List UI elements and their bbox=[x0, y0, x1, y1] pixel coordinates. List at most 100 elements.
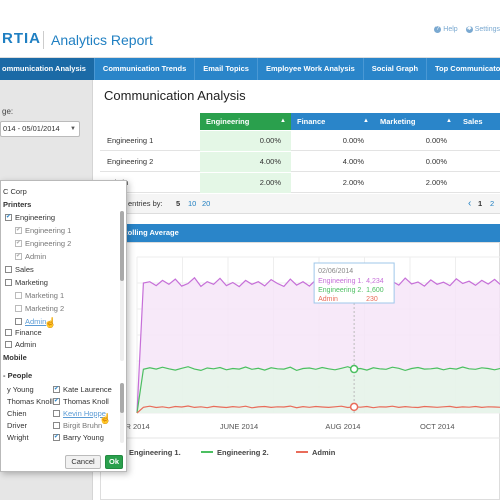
series-point bbox=[349, 364, 359, 374]
tree-item-label: Engineering 2 bbox=[25, 239, 72, 248]
person-item[interactable]: Thomas Knoll bbox=[7, 395, 53, 407]
checkbox[interactable] bbox=[15, 292, 22, 299]
tooltip-series-name: Engineering 1. bbox=[318, 278, 363, 285]
tree-item-label: Finance bbox=[15, 328, 42, 337]
page-2-button[interactable]: 2 bbox=[490, 199, 495, 208]
tab-5[interactable]: Top Communicators bbox=[427, 58, 500, 80]
page-size-5[interactable]: 5 bbox=[176, 199, 181, 208]
tree-item[interactable]: Marketing 1 bbox=[15, 291, 64, 300]
people-scroll-thumb[interactable] bbox=[120, 383, 124, 413]
chevron-down-icon: ▼ bbox=[70, 126, 76, 132]
table-cell: 2.00% bbox=[342, 178, 364, 187]
chart-panel: 02/06/2014 Engineering 1. 4,234 Engineering… bbox=[100, 242, 500, 500]
checkbox[interactable] bbox=[5, 341, 12, 348]
column-header-label: Engineering bbox=[206, 117, 250, 126]
parties-popup: - People Cancel Ok C Corp ✔ Engineering ✔ En… bbox=[0, 180, 127, 472]
prev-page-button[interactable]: ‹ bbox=[468, 198, 472, 209]
person-item[interactable]: Wright bbox=[7, 431, 53, 443]
ok-button[interactable]: Ok bbox=[105, 455, 123, 469]
tree-item[interactable]: ✔ Admin bbox=[15, 252, 46, 261]
tooltip-series-value: 1,600 bbox=[366, 287, 384, 294]
current-page[interactable]: 1 bbox=[478, 199, 483, 208]
person-item[interactable]: Kevin Hoppe bbox=[53, 407, 112, 419]
tree-item-label: Engineering bbox=[15, 213, 56, 222]
header-links: ? Help ✱ Settings bbox=[434, 26, 500, 33]
person-item[interactable]: ✔ Thomas Knoll bbox=[53, 395, 112, 407]
person-item[interactable]: ✔ Kate Laurence bbox=[53, 383, 112, 395]
checkbox[interactable]: ✔ bbox=[53, 397, 60, 405]
checkbox[interactable]: ✔ bbox=[15, 253, 22, 260]
tree-item[interactable]: Admin bbox=[5, 340, 36, 349]
table-cell: 4.00% bbox=[342, 157, 364, 166]
page-size-10[interactable]: 10 bbox=[188, 199, 197, 208]
tree-item[interactable]: ✔ Engineering bbox=[5, 213, 55, 222]
help-label: Help bbox=[443, 26, 458, 33]
tree-item[interactable]: C Corp bbox=[3, 187, 27, 196]
checkbox[interactable]: ✔ bbox=[15, 240, 22, 247]
person-label: Birgit Bruhn bbox=[63, 420, 103, 430]
table-row: Engineering 2 4.00% 4.00% 0.00% bbox=[100, 152, 500, 172]
page-size-20[interactable]: 20 bbox=[202, 199, 211, 208]
help-link[interactable]: ? Help bbox=[434, 26, 458, 33]
tree-item[interactable]: ✔ Engineering 1 bbox=[15, 226, 71, 235]
settings-link[interactable]: ✱ Settings bbox=[465, 26, 500, 33]
tab-4[interactable]: Social Graph bbox=[364, 58, 428, 80]
app-title: Analytics Report bbox=[51, 32, 153, 48]
person-item[interactable]: y Young bbox=[7, 383, 53, 395]
checkbox[interactable] bbox=[5, 329, 12, 336]
checkbox[interactable] bbox=[15, 318, 22, 325]
table-cell: 2.00% bbox=[425, 178, 447, 187]
people-scrollbar[interactable] bbox=[120, 383, 124, 443]
checkbox[interactable] bbox=[5, 279, 12, 286]
tree-item[interactable]: Marketing 2 bbox=[15, 304, 64, 313]
tree-item[interactable]: Admin bbox=[15, 317, 46, 326]
cancel-button[interactable]: Cancel bbox=[65, 455, 101, 469]
person-item[interactable]: Chien bbox=[7, 407, 53, 419]
tree-item[interactable]: Finance bbox=[5, 328, 42, 337]
person-item[interactable]: Driver bbox=[7, 419, 53, 431]
x-tick-label: AUG 2014 bbox=[325, 422, 360, 431]
column-header[interactable]: Marketing ▲ bbox=[374, 113, 457, 130]
tree-item[interactable]: ✔ Engineering 2 bbox=[15, 239, 71, 248]
checkbox[interactable] bbox=[15, 305, 22, 312]
tab-1[interactable]: Communication Trends bbox=[95, 58, 196, 80]
tree-item-label: Admin bbox=[15, 340, 37, 349]
tree-item[interactable]: Marketing bbox=[5, 278, 48, 287]
person-label: Wright bbox=[7, 432, 29, 442]
column-header[interactable]: Engineering ▲ bbox=[200, 113, 291, 130]
tooltip-series-value: 4,234 bbox=[366, 278, 384, 285]
date-range-value: 014 - 05/01/2014 bbox=[3, 124, 60, 133]
tab-2[interactable]: Email Topics bbox=[195, 58, 258, 80]
table-cell: 2.00% bbox=[200, 173, 291, 193]
tab-0[interactable]: ommunication Analysis bbox=[0, 58, 95, 80]
tree-group-printers[interactable]: Printers bbox=[3, 200, 32, 209]
logo-divider bbox=[43, 31, 44, 49]
tree-item[interactable]: Mobile bbox=[3, 353, 27, 362]
date-range-select[interactable]: 014 - 05/01/2014 ▼ bbox=[0, 121, 80, 137]
chart-header: y Rolling Average bbox=[100, 224, 500, 242]
main-nav: ommunication Analysis Communication Trend… bbox=[0, 58, 500, 80]
people-list: ✔ Kate Laurence ✔ Thomas Knoll Kevin Hoppe Bi… bbox=[53, 383, 112, 443]
tree-scroll-thumb[interactable] bbox=[120, 211, 124, 281]
checkbox[interactable]: ✔ bbox=[53, 433, 60, 441]
checkbox[interactable] bbox=[5, 266, 12, 273]
table-cell: 0.00% bbox=[342, 136, 364, 145]
series-area bbox=[137, 366, 500, 413]
tree-item[interactable]: Sales bbox=[5, 265, 34, 274]
tooltip-date: 02/06/2014 bbox=[318, 268, 353, 275]
column-header-label: Finance bbox=[297, 117, 326, 126]
person-item[interactable]: Birgit Bruhn bbox=[53, 419, 112, 431]
tab-3[interactable]: Employee Work Analysis bbox=[258, 58, 364, 80]
column-header[interactable]: Finance ▲ bbox=[291, 113, 374, 130]
checkbox[interactable] bbox=[53, 421, 60, 429]
tree-item-label: Admin bbox=[25, 252, 47, 261]
tree-scrollbar[interactable] bbox=[120, 211, 124, 361]
person-item[interactable]: ✔ Barry Young bbox=[53, 431, 112, 443]
column-header[interactable]: Sales bbox=[457, 113, 500, 130]
app-header: RTIA Analytics Report ? Help ✱ Settings bbox=[0, 0, 500, 58]
checkbox[interactable]: ✔ bbox=[53, 385, 60, 393]
x-tick-label: OCT 2014 bbox=[420, 422, 454, 431]
checkbox[interactable] bbox=[53, 409, 60, 417]
checkbox[interactable]: ✔ bbox=[15, 227, 22, 234]
checkbox[interactable]: ✔ bbox=[5, 214, 12, 221]
